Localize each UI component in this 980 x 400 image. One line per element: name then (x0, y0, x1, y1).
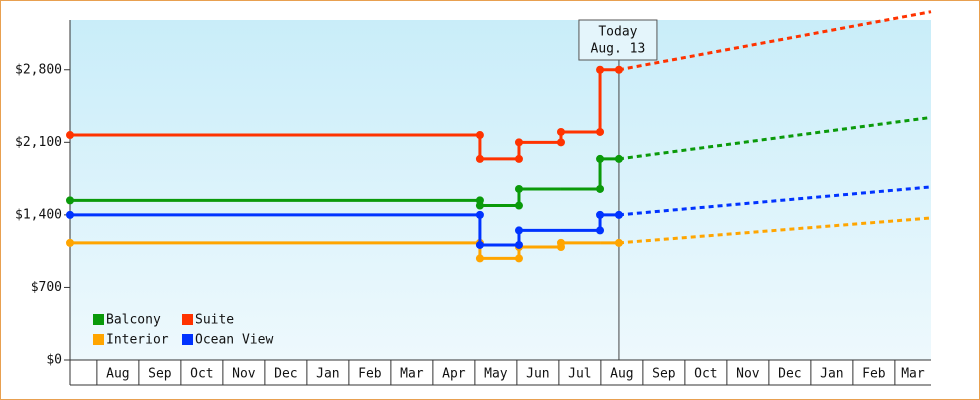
x-tick-label: Dec (274, 367, 297, 382)
x-tick-label: Jul (568, 367, 591, 382)
plot-area (70, 20, 931, 360)
today-box (578, 19, 658, 61)
today-label: Today (598, 25, 637, 40)
legend-label: Balcony (106, 313, 161, 328)
forecast-line (618, 216, 932, 245)
forecast-line (618, 115, 932, 161)
point (475, 154, 484, 163)
point (475, 240, 484, 249)
point (66, 196, 74, 205)
legend-swatch (93, 314, 104, 325)
point (556, 238, 565, 247)
x-tick-label: Nov (232, 367, 256, 382)
y-tick-label: $0 (46, 353, 62, 368)
point (514, 226, 523, 235)
x-tick-label: Feb (862, 367, 886, 382)
x-tick-label: Mar (400, 367, 424, 382)
point (66, 210, 74, 219)
x-tick-label: Sep (652, 367, 676, 382)
point (475, 201, 484, 210)
x-tick-label: Oct (694, 367, 717, 382)
x-tick-label: Feb (358, 367, 382, 382)
legend-swatch (93, 334, 104, 345)
point (514, 138, 523, 147)
y-tick-label: $2,100 (15, 135, 62, 150)
point (66, 238, 74, 247)
x-tick-label: Mar (901, 367, 925, 382)
y-tick-label: $1,400 (15, 207, 62, 222)
x-tick-label: Nov (736, 367, 760, 382)
forecast-line (618, 185, 932, 217)
x-tick-label: Apr (442, 367, 466, 382)
forecast-line (618, 10, 932, 72)
legend-label: Interior (106, 333, 169, 348)
point (596, 65, 605, 74)
point (596, 210, 605, 219)
x-tick-label: Jan (820, 367, 843, 382)
x-tick-label: Sep (148, 367, 172, 382)
legend-swatch (182, 314, 193, 325)
x-tick-label: May (484, 367, 508, 382)
x-tick-label: Aug (610, 367, 633, 382)
point (475, 254, 484, 263)
legend-label: Ocean View (195, 333, 273, 348)
legend-swatch (182, 334, 193, 345)
point (514, 184, 523, 193)
today-label: Aug. 13 (591, 42, 646, 57)
y-tick-label: $700 (31, 280, 62, 295)
x-tick-label: Oct (190, 367, 213, 382)
point (66, 131, 74, 140)
x-tick-label: Dec (778, 367, 801, 382)
x-tick-label: Aug (106, 367, 129, 382)
legend-label: Suite (195, 313, 234, 328)
point (596, 154, 605, 163)
y-tick-label: $2,800 (15, 62, 62, 77)
x-tick-label: Jun (526, 367, 549, 382)
point (556, 127, 565, 136)
x-tick-label: Jan (316, 367, 339, 382)
